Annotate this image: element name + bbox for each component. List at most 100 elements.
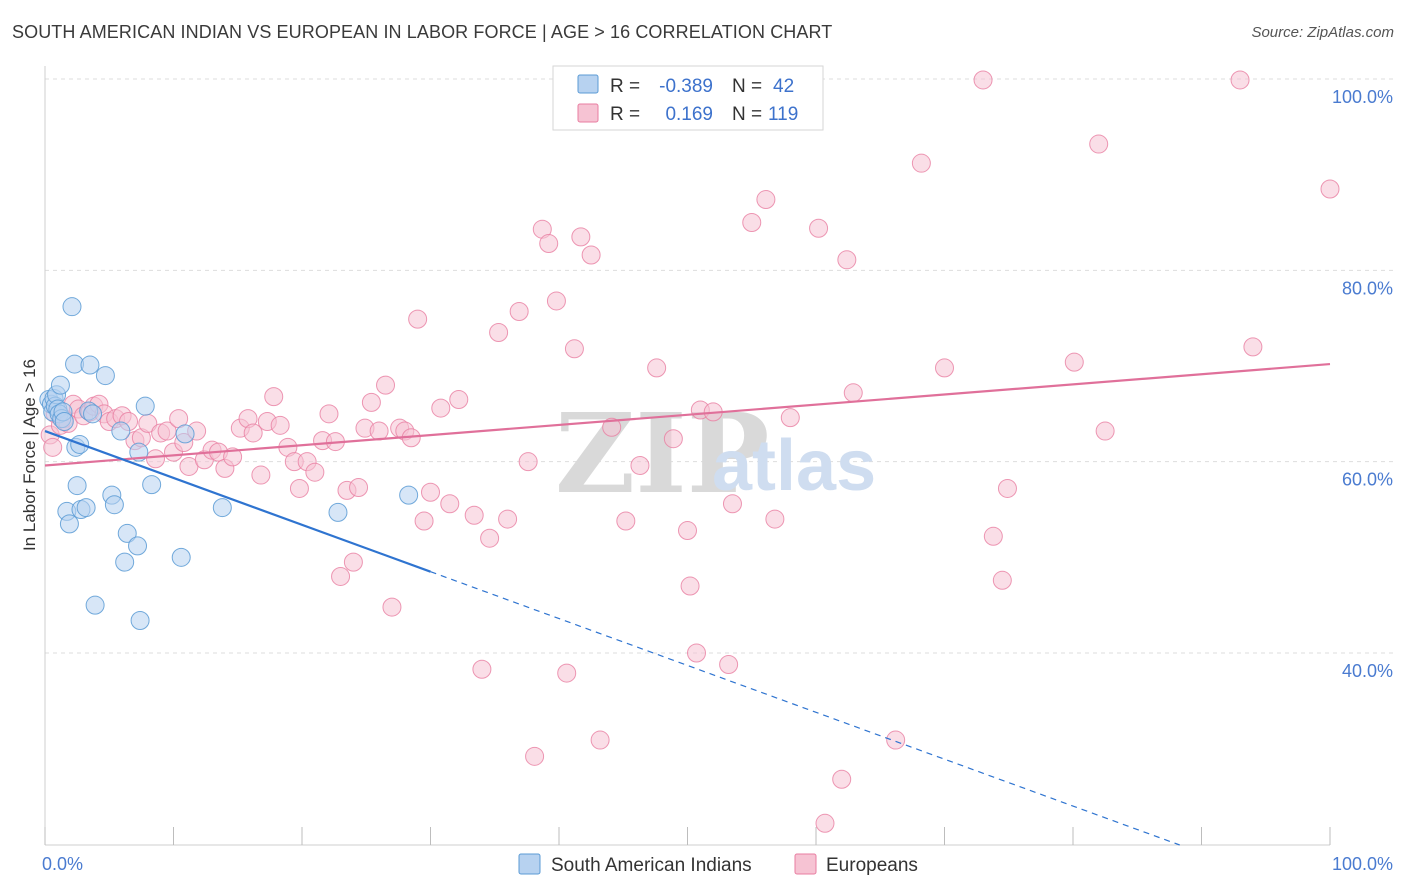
europeans-point <box>289 478 309 498</box>
europeans-point <box>369 421 389 441</box>
south-american-indians-point <box>142 475 162 495</box>
europeans-point <box>43 437 63 457</box>
series-legend-label-blue: South American Indians <box>551 855 752 876</box>
europeans-point <box>983 526 1003 546</box>
europeans-point <box>678 521 697 541</box>
correlation-legend: R = -0.389 N = 42 R = 0.169 N = 119 <box>552 65 824 131</box>
europeans-point <box>498 509 518 529</box>
europeans-point <box>449 389 469 409</box>
south-american-indians-point <box>54 411 74 431</box>
y-tick-label-60: 60.0% <box>1342 470 1393 490</box>
europeans-point <box>742 213 762 232</box>
europeans-point <box>680 576 700 596</box>
europeans-point <box>815 813 835 833</box>
europeans-point <box>464 505 484 525</box>
europeans-point <box>509 301 529 321</box>
europeans-point <box>616 511 636 531</box>
south-american-indians-point <box>85 595 105 615</box>
south-american-indians-point <box>175 424 195 444</box>
watermark-atlas: atlas <box>712 426 876 506</box>
europeans-point <box>722 494 742 514</box>
south-american-indians-point <box>67 476 87 496</box>
europeans-point <box>911 153 931 173</box>
europeans-point <box>630 455 650 475</box>
south-american-indians-point <box>95 366 115 386</box>
south-american-indians-point <box>111 421 131 441</box>
europeans-point <box>305 462 325 482</box>
south-american-indians-point <box>80 355 100 375</box>
series-legend-swatch-blue <box>518 853 541 875</box>
europeans-point <box>431 398 451 418</box>
europeans-point <box>440 494 460 514</box>
europeans-point <box>349 477 369 497</box>
legend-n-value-1: 42 <box>773 76 794 97</box>
south-american-indians-point <box>171 547 191 567</box>
europeans-point <box>581 245 601 265</box>
europeans-point <box>1230 70 1250 90</box>
south-american-indians-point <box>328 502 348 522</box>
south-american-indians-point <box>129 442 149 462</box>
europeans-point <box>361 392 381 412</box>
legend-r-value-2: 0.169 <box>665 104 713 125</box>
europeans-point <box>421 482 440 502</box>
axes <box>44 66 1331 846</box>
x-tick-label-end: 100.0% <box>1332 854 1393 874</box>
legend-r-value-1: -0.389 <box>659 76 713 97</box>
europeans-point <box>809 218 829 238</box>
europeans-point <box>564 339 584 359</box>
legend-r-label-2: R = <box>610 104 640 125</box>
europeans-point <box>539 234 559 254</box>
europeans-point <box>382 597 402 617</box>
europeans-point <box>935 358 954 378</box>
grid-lines <box>45 78 1395 654</box>
south-american-indians-point <box>117 523 137 543</box>
europeans-point <box>590 730 610 750</box>
europeans-point <box>518 452 538 472</box>
south-american-indians-point <box>128 536 148 556</box>
europeans-point <box>264 387 284 407</box>
europeans-points <box>40 70 1340 833</box>
europeans-point <box>251 465 271 485</box>
europeans-point <box>719 654 739 674</box>
europeans-point <box>414 511 434 531</box>
tick-labels: 40.0% 60.0% 80.0% 100.0% 0.0% 100.0% <box>42 87 1393 874</box>
europeans-point <box>146 449 166 469</box>
x-tick-label-start: 0.0% <box>42 854 83 874</box>
south-american-indians-point <box>62 297 82 317</box>
europeans-point <box>1095 421 1115 441</box>
europeans-point <box>376 375 396 395</box>
europeans-point <box>843 383 863 403</box>
europeans-point <box>992 570 1012 590</box>
europeans-point <box>243 423 263 443</box>
south-american-indians-trend-line <box>44 430 431 573</box>
legend-swatch-blue <box>577 74 599 94</box>
europeans-point <box>780 408 800 428</box>
europeans-point <box>647 358 667 378</box>
south-american-indians-trend-extension <box>430 571 1180 846</box>
south-american-indians-point <box>212 498 232 518</box>
europeans-point <box>832 769 852 789</box>
europeans-point <box>270 415 290 435</box>
legend-n-label-2: N = <box>732 104 762 125</box>
chart-title: SOUTH AMERICAN INDIAN VS EUROPEAN IN LAB… <box>12 22 833 42</box>
y-tick-label-100: 100.0% <box>1332 87 1393 107</box>
europeans-point <box>546 291 566 311</box>
europeans-point <box>480 528 500 548</box>
y-tick-label-40: 40.0% <box>1342 661 1393 681</box>
south-american-indians-point <box>76 498 96 518</box>
europeans-point <box>997 478 1017 498</box>
europeans-point <box>886 730 906 750</box>
europeans-point <box>472 659 492 679</box>
europeans-point <box>973 70 993 90</box>
europeans-point <box>1064 352 1084 372</box>
europeans-point <box>686 643 706 663</box>
series-legend-label-pink: Europeans <box>826 855 918 876</box>
legend-r-label-1: R = <box>610 76 640 97</box>
trend-lines <box>44 362 1331 846</box>
europeans-point <box>319 404 339 424</box>
series-legend: South American Indians Europeans <box>518 853 918 876</box>
south-american-indians-point <box>399 485 419 505</box>
legend-swatch-pink <box>577 103 599 123</box>
europeans-point <box>837 250 857 270</box>
